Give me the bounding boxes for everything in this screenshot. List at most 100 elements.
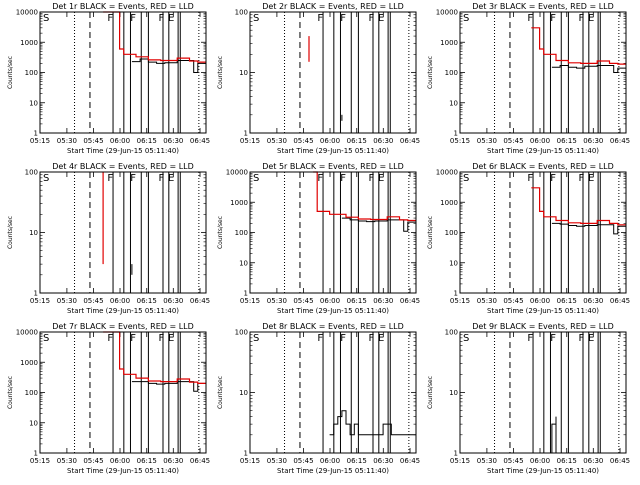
flag-letter: F: [579, 13, 585, 24]
y-tick-label: 10000: [226, 169, 248, 177]
y-tick-label: 1: [454, 290, 458, 298]
x-tick-label: 05:45: [293, 297, 313, 305]
y-tick-label: 1: [454, 130, 458, 138]
flag-letter: E: [168, 333, 174, 344]
panel-det-6: Det 6r BLACK = Events, RED = LLD Counts/s…: [427, 162, 630, 315]
y-tick-label: 100: [25, 69, 38, 77]
flag-letter: S: [463, 173, 469, 184]
flag-letter: F: [159, 13, 165, 24]
flag-letter: F: [579, 173, 585, 184]
flag-letter: F: [107, 333, 113, 344]
plot-frame: [39, 11, 207, 134]
x-tick-label: 06:00: [320, 297, 340, 305]
flag-letter: S: [463, 13, 469, 24]
flag-letter: S: [253, 173, 259, 184]
flag-letter: F: [317, 13, 323, 24]
x-tick-label: 06:45: [400, 457, 420, 465]
x-tick-label: 06:00: [320, 457, 340, 465]
x-tick-label: 06:00: [110, 297, 130, 305]
series-lld-line: [531, 27, 626, 65]
x-tick-label: 05:15: [450, 137, 470, 145]
y-axis-label: Counts/sec: [217, 216, 224, 249]
x-tick-label: 05:15: [450, 297, 470, 305]
x-tick-label: 05:15: [30, 297, 50, 305]
x-tick-label: 06:15: [557, 297, 577, 305]
y-tick-label: 1: [34, 290, 38, 298]
x-tick-label: 05:45: [503, 137, 523, 145]
panel-det-8: Det 8r BLACK = Events, RED = LLD Counts/s…: [217, 322, 420, 475]
flag-letter: F: [107, 173, 113, 184]
x-axis-label: Start Time (29-Jun-15 05:11:40): [67, 147, 179, 155]
x-tick-label: 06:15: [557, 457, 577, 465]
flag-letter: S: [253, 13, 259, 24]
x-tick-label: 06:30: [373, 457, 393, 465]
flag-letter: F: [340, 173, 346, 184]
x-tick-label: 05:15: [30, 137, 50, 145]
x-tick-label: 06:45: [400, 137, 420, 145]
series-events-line: [329, 410, 417, 453]
flag-letter: E: [588, 13, 594, 24]
flag-letter: S: [43, 333, 49, 344]
x-tick-label: 06:15: [347, 297, 367, 305]
x-tick-label: 06:30: [163, 137, 183, 145]
x-tick-label: 06:00: [320, 137, 340, 145]
flag-letter: E: [378, 333, 384, 344]
flag-letter: F: [317, 333, 323, 344]
x-tick-label: 06:15: [347, 457, 367, 465]
series-events-line: [341, 217, 417, 232]
x-tick-label: 06:45: [400, 297, 420, 305]
y-tick-label: 10000: [16, 329, 38, 337]
x-tick-label: 05:45: [83, 137, 103, 145]
y-tick-label: 1000: [230, 199, 248, 207]
panel-title: Det 4r BLACK = Events, RED = LLD: [52, 162, 194, 171]
y-axis-label: Counts/sec: [7, 56, 14, 89]
y-tick-label: 1: [244, 290, 248, 298]
flag-letter: F: [130, 13, 136, 24]
x-tick-label: 06:15: [137, 297, 157, 305]
y-tick-label: 10: [239, 259, 248, 267]
flag-letter: F: [130, 333, 136, 344]
x-axis-label: Start Time (29-Jun-15 05:11:40): [487, 467, 599, 475]
panel-title: Det 1r BLACK = Events, RED = LLD: [52, 2, 194, 11]
series-lld-line: [103, 11, 206, 63]
flag-letter: F: [107, 13, 113, 24]
x-tick-label: 05:30: [57, 137, 77, 145]
y-tick-label: 100: [445, 329, 458, 337]
y-tick-label: 1: [34, 130, 38, 138]
y-tick-label: 1000: [20, 39, 38, 47]
x-tick-label: 05:30: [477, 137, 497, 145]
y-tick-label: 1000: [440, 39, 458, 47]
series-events-line: [551, 416, 557, 453]
y-axis-label: Counts/sec: [217, 376, 224, 409]
flag-letter: F: [550, 13, 556, 24]
x-tick-label: 06:45: [190, 457, 210, 465]
panel-title: Det 3r BLACK = Events, RED = LLD: [472, 2, 614, 11]
x-tick-label: 05:15: [240, 297, 260, 305]
y-axis-label: Counts/sec: [427, 216, 434, 249]
x-tick-label: 06:15: [557, 137, 577, 145]
x-tick-label: 06:30: [373, 297, 393, 305]
flag-letter: S: [43, 13, 49, 24]
x-tick-label: 05:45: [293, 137, 313, 145]
x-tick-label: 06:30: [163, 297, 183, 305]
series-lld-line: [531, 187, 626, 226]
x-tick-label: 05:45: [503, 457, 523, 465]
x-tick-label: 06:30: [583, 137, 603, 145]
panel-title: Det 7r BLACK = Events, RED = LLD: [52, 322, 194, 331]
x-tick-label: 05:15: [240, 457, 260, 465]
flag-letter: E: [168, 13, 174, 24]
flag-letter: F: [550, 333, 556, 344]
panel-det-1: Det 1r BLACK = Events, RED = LLD Counts/s…: [7, 2, 210, 155]
y-tick-label: 1: [34, 450, 38, 458]
x-tick-label: 05:45: [293, 457, 313, 465]
x-tick-label: 06:00: [110, 137, 130, 145]
y-tick-label: 100: [445, 69, 458, 77]
x-tick-label: 06:30: [583, 457, 603, 465]
y-tick-label: 1000: [20, 359, 38, 367]
y-tick-label: 10000: [436, 169, 458, 177]
y-axis-label: Counts/sec: [427, 376, 434, 409]
panel-det-7: Det 7r BLACK = Events, RED = LLD Counts/s…: [7, 322, 210, 475]
x-tick-label: 05:30: [477, 457, 497, 465]
y-tick-label: 10: [29, 419, 38, 427]
flag-letter: F: [579, 333, 585, 344]
